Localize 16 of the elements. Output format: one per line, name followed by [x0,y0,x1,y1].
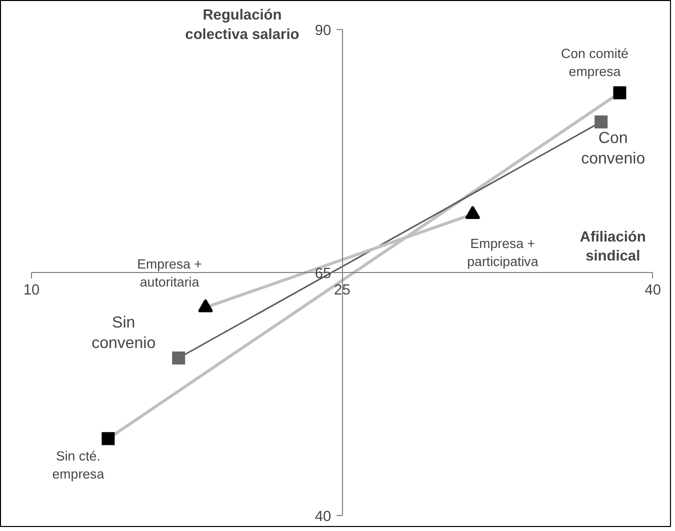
annotation: Con comité empresa [561,46,628,79]
x-tick-label: 10 [23,282,40,298]
point [594,115,608,128]
y-tick-label: 40 [314,508,332,525]
annotation: Empresa + autoritaria [137,256,202,290]
point [613,86,626,100]
annotation: Empresa + participativa [467,236,539,270]
point [102,432,115,446]
x-axis-title: Afiliación sindical [580,229,646,264]
annotation: Con convenio [581,130,646,168]
annotation: Sin convenio [92,314,156,352]
annotation: Sin cté. empresa [52,448,105,482]
x-tick-label: 40 [644,282,662,298]
point [172,351,186,364]
y-axis-title: Regulación colectiva salario [185,8,300,43]
y-tick-label: 90 [314,23,332,40]
